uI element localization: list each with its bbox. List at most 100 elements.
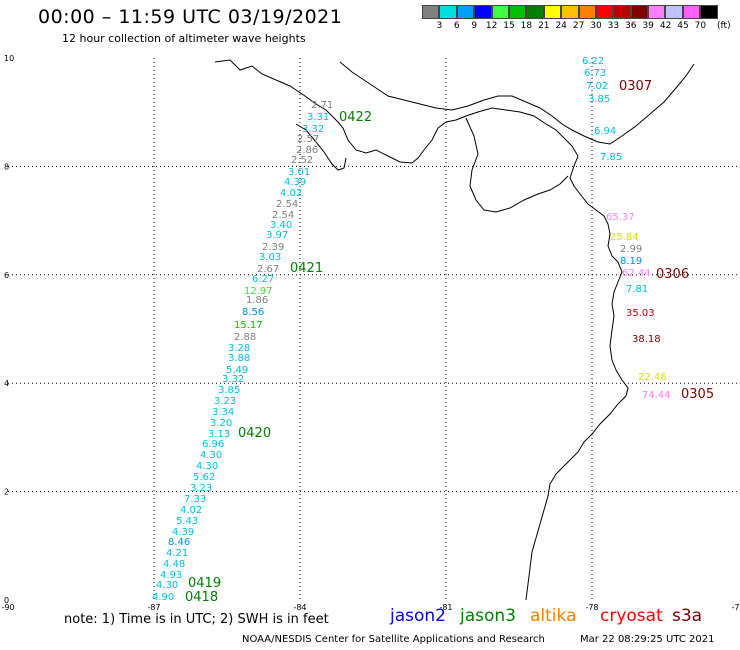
wave-height-value: 6.73 <box>584 68 606 79</box>
wave-height-value: 62.44 <box>622 268 651 279</box>
lon-tick-label: -90 <box>1 603 14 612</box>
wave-height-value: 35.03 <box>626 308 655 319</box>
wave-height-value: 4.93 <box>160 570 182 581</box>
wave-height-value: 25.84 <box>610 232 639 243</box>
wave-height-value: 2.57 <box>297 134 319 145</box>
lon-tick-label: -87 <box>147 603 160 612</box>
wave-height-value: 74.44 <box>642 390 671 401</box>
map-subtitle: 12 hour collection of altimeter wave hei… <box>62 32 306 45</box>
map-title: 00:00 – 11:59 UTC 03/19/2021 <box>38 6 343 28</box>
pass-time-label: 0307 <box>619 79 652 94</box>
lat-tick-label: 8 <box>4 162 9 171</box>
scale-swatch <box>665 5 683 19</box>
wave-height-value: 3.23 <box>190 483 212 494</box>
wave-height-value: 7.85 <box>600 152 622 163</box>
lon-tick-label: -84 <box>293 603 306 612</box>
scale-label: 33 <box>607 21 620 31</box>
wave-height-value: 4.02 <box>280 188 302 199</box>
legend-cryosat: cryosat <box>600 606 663 626</box>
scale-label: 3 <box>436 21 443 31</box>
pass-time-label: 0418 <box>185 590 218 605</box>
scale-label: 30 <box>590 21 602 31</box>
scale-swatch <box>422 5 440 19</box>
legend-jason3: jason3 <box>460 606 516 626</box>
wave-height-value: 4.30 <box>156 580 178 591</box>
lon-tick-label: -81 <box>439 603 452 612</box>
pass-time-label: 0422 <box>339 110 372 125</box>
coastline-gulf <box>465 117 569 213</box>
scale-swatch <box>578 5 596 19</box>
scale-label: 24 <box>555 21 567 31</box>
wave-height-value: 2.54 <box>272 210 294 221</box>
lat-tick-label: 4 <box>4 379 9 388</box>
pass-time-label: 0306 <box>656 267 689 282</box>
scale-swatch <box>456 5 475 19</box>
wave-height-value: 4.48 <box>163 559 185 570</box>
pass-time-label: 0420 <box>238 426 271 441</box>
wave-height-value: 3.85 <box>218 385 240 396</box>
scale-label: 18 <box>520 21 533 31</box>
scale-label: 27 <box>572 21 585 31</box>
wave-height-value: 5.49 <box>226 365 248 376</box>
scale-label: 12 <box>485 21 498 31</box>
scale-swatch <box>561 5 579 19</box>
scale-label: 42 <box>659 21 672 31</box>
wave-height-value: 8.46 <box>168 537 190 548</box>
scale-swatch <box>508 5 527 19</box>
wave-height-value: 3.20 <box>210 418 232 429</box>
wave-height-value: 1.86 <box>246 295 268 306</box>
scale-swatch <box>700 5 718 19</box>
scale-label: 70 <box>694 21 707 31</box>
wave-height-value: 6.94 <box>594 126 616 137</box>
scale-swatch <box>439 5 457 19</box>
wave-height-value: 3.31 <box>307 112 329 123</box>
wave-height-value: 3.32 <box>302 124 324 135</box>
scale-swatch <box>613 5 631 19</box>
wave-height-value: 4.21 <box>166 548 188 559</box>
legend-s3a: s3a <box>672 606 703 626</box>
wave-height-value: 6.96 <box>202 439 224 450</box>
wave-height-value: 2.52 <box>291 155 313 166</box>
wave-height-value: 2.99 <box>620 244 642 255</box>
wave-height-value: 2.67 <box>257 264 279 275</box>
color-scale-legend: 3 6 9 12 15 18 21 24 27 30 33 36 39 42 45 70 (ft) <box>422 5 731 33</box>
wave-height-value: 7.02 <box>586 81 608 92</box>
wave-height-value: 65.37 <box>606 212 635 223</box>
wave-height-value: 3.85 <box>588 94 610 105</box>
wave-height-value: 12.97 <box>244 286 273 297</box>
wave-height-value: 3.88 <box>228 353 250 364</box>
lat-tick-label: 2 <box>4 488 9 497</box>
lon-tick-label: -78 <box>585 603 598 612</box>
wave-height-value: 8.56 <box>242 307 264 318</box>
scale-label: 6 <box>453 21 460 31</box>
wave-height-value: 3.28 <box>228 343 250 354</box>
scale-swatch <box>630 5 649 19</box>
wave-height-value: 6.22 <box>582 56 604 67</box>
scale-swatch <box>595 5 614 19</box>
wave-height-labels: 2.713.313.322.572.862.523.014.394.022.54… <box>152 56 671 603</box>
wave-height-value: 3.23 <box>214 396 236 407</box>
wave-height-value: 3.13 <box>208 429 230 440</box>
color-scale-labels: 3 6 9 12 15 18 21 24 27 30 33 36 39 42 45 70 (ft) <box>422 19 731 33</box>
wave-height-value: 7.33 <box>184 494 206 505</box>
coastline-caribbean <box>339 61 695 145</box>
pass-time-label: 0419 <box>188 576 221 591</box>
color-scale-swatches <box>422 5 718 19</box>
wave-height-value: 3.03 <box>259 252 281 263</box>
scale-label: 9 <box>471 21 478 31</box>
scale-label: 39 <box>642 21 654 31</box>
graticule: -90 -87 -84 -81 -78 -75 0 2 4 6 8 10 <box>1 54 740 612</box>
wave-height-value: 6.27 <box>252 274 274 285</box>
legend-jason2: jason2 <box>390 606 446 626</box>
scale-swatch <box>491 5 509 19</box>
wave-height-value: 3.97 <box>266 230 288 241</box>
credit-line: NOAA/NESDIS Center for Satellite Applica… <box>242 634 545 645</box>
scale-swatch <box>543 5 562 19</box>
lat-tick-label: 10 <box>4 54 14 63</box>
wave-height-value: 3.01 <box>288 167 310 178</box>
wave-height-value: 4.39 <box>172 527 194 538</box>
wave-height-value: 4.30 <box>196 461 218 472</box>
coastline-central-america <box>214 59 629 601</box>
wave-height-value: 7.81 <box>626 284 648 295</box>
